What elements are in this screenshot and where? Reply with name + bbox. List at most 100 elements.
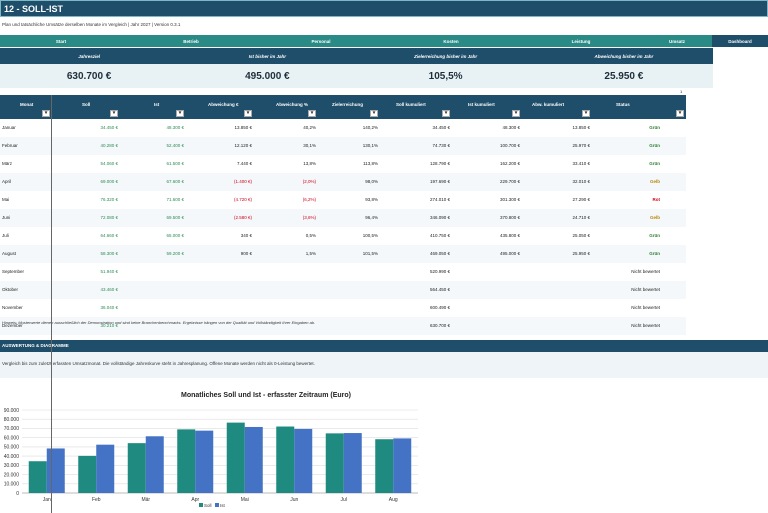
cell-ist-kumuliert[interactable]: 301.300 € xyxy=(499,197,520,202)
cell-monat[interactable]: Dezember xyxy=(2,323,23,328)
cell-soll-kumuliert[interactable]: 128.790 € xyxy=(429,161,450,166)
cell-soll-kumuliert[interactable]: 520.990 € xyxy=(429,269,450,274)
cell-abw-kumuliert[interactable]: 24.710 € xyxy=(572,215,590,220)
cell-soll[interactable]: 36.040 € xyxy=(100,305,118,310)
cell-abweichung-pct[interactable]: (3,6%) xyxy=(302,215,316,220)
cell-zielerreichung[interactable]: 140,2% xyxy=(362,125,378,130)
cell-abw-kumuliert[interactable]: 25.970 € xyxy=(572,143,590,148)
cell-status[interactable]: Rot xyxy=(652,197,661,202)
cell-ist-kumuliert[interactable]: 162.200 € xyxy=(499,161,520,166)
cell-abweichung-eur[interactable]: 340 € xyxy=(240,233,252,238)
cell-abweichung-eur[interactable]: (1.400 €) xyxy=(233,179,252,184)
cell-soll[interactable]: 69.000 € xyxy=(100,179,118,184)
cell-ist-kumuliert[interactable]: 229.700 € xyxy=(499,179,520,184)
cell-status[interactable]: Nicht bewertet xyxy=(631,287,660,292)
cell-monat[interactable]: Januar xyxy=(2,125,16,130)
filter-dropdown-icon[interactable]: ▾ xyxy=(244,110,252,117)
cell-ist-kumuliert[interactable]: 370.800 € xyxy=(499,215,520,220)
cell-monat[interactable]: Oktober xyxy=(2,287,19,292)
filter-dropdown-icon[interactable]: ▾ xyxy=(42,110,50,117)
cell-soll-kumuliert[interactable]: 197.690 € xyxy=(429,179,450,184)
cell-abweichung-eur[interactable]: 900 € xyxy=(240,251,252,256)
nav-personal[interactable]: Personal xyxy=(260,35,382,47)
filter-dropdown-icon[interactable]: ▾ xyxy=(308,110,316,117)
cell-abw-kumuliert[interactable]: 32.010 € xyxy=(572,179,590,184)
cell-status[interactable]: Nicht bewertet xyxy=(631,269,660,274)
cell-abw-kumuliert[interactable]: 13.850 € xyxy=(572,125,590,130)
cell-monat[interactable]: November xyxy=(2,305,23,310)
cell-zielerreichung[interactable]: 101,5% xyxy=(362,251,378,256)
cell-soll[interactable]: 64.660 € xyxy=(100,233,118,238)
cell-soll-kumuliert[interactable]: 410.750 € xyxy=(429,233,450,238)
cell-abweichung-pct[interactable]: 13,8% xyxy=(303,161,316,166)
cell-abweichung-eur[interactable]: (2.580 €) xyxy=(233,215,252,220)
cell-soll[interactable]: 58.300 € xyxy=(100,251,118,256)
cell-status[interactable]: Nicht bewertet xyxy=(631,305,660,310)
cell-soll-kumuliert[interactable]: 346.090 € xyxy=(429,215,450,220)
cell-soll-kumuliert[interactable]: 630.700 € xyxy=(429,323,450,328)
nav-kosten[interactable]: Kosten xyxy=(382,35,520,47)
cell-monat[interactable]: August xyxy=(2,251,17,256)
cell-ist[interactable]: 67.600 € xyxy=(166,179,184,184)
cell-ist[interactable]: 59.200 € xyxy=(166,251,184,256)
cell-zielerreichung[interactable]: 113,8% xyxy=(363,161,378,166)
cell-abw-kumuliert[interactable]: 33.410 € xyxy=(572,161,590,166)
cell-status[interactable]: Grün xyxy=(649,143,660,148)
cell-soll-kumuliert[interactable]: 74.730 € xyxy=(432,143,450,148)
cell-status[interactable]: Nicht bewertet xyxy=(631,323,660,328)
cell-status[interactable]: Grün xyxy=(649,251,660,256)
cell-abweichung-eur[interactable]: 13.850 € xyxy=(234,125,252,130)
cell-ist[interactable]: 52.400 € xyxy=(166,143,184,148)
cell-ist[interactable]: 71.600 € xyxy=(166,197,184,202)
filter-dropdown-icon[interactable]: ▾ xyxy=(512,110,520,117)
cell-ist-kumuliert[interactable]: 435.800 € xyxy=(499,233,520,238)
nav-umsatz[interactable]: Umsatz xyxy=(642,35,712,47)
cell-soll[interactable]: 51.940 € xyxy=(100,269,118,274)
cell-soll[interactable]: 72.080 € xyxy=(100,215,118,220)
cell-status[interactable]: Grün xyxy=(649,161,660,166)
cell-monat[interactable]: September xyxy=(2,269,25,274)
filter-dropdown-icon[interactable]: ▾ xyxy=(442,110,450,117)
cell-abweichung-eur[interactable]: 7.440 € xyxy=(236,161,252,166)
cell-ist[interactable]: 69.500 € xyxy=(166,215,184,220)
nav-betrieb[interactable]: Betrieb xyxy=(122,35,260,47)
cell-monat[interactable]: Juni xyxy=(2,215,11,220)
cell-status[interactable]: Gelb xyxy=(649,215,660,220)
cell-soll[interactable]: 54.060 € xyxy=(100,161,118,166)
filter-dropdown-icon[interactable]: ▾ xyxy=(582,110,590,117)
cell-ist-kumuliert[interactable]: 495.000 € xyxy=(499,251,520,256)
cell-soll-kumuliert[interactable]: 34.450 € xyxy=(432,125,450,130)
cell-ist-kumuliert[interactable]: 48.300 € xyxy=(502,125,520,130)
cell-soll[interactable]: 34.450 € xyxy=(100,125,118,130)
filter-dropdown-icon[interactable]: ▾ xyxy=(370,110,378,117)
cell-soll-kumuliert[interactable]: 564.450 € xyxy=(429,287,450,292)
cell-ist[interactable]: 48.300 € xyxy=(166,125,184,130)
cell-abweichung-pct[interactable]: 30,1% xyxy=(303,143,316,148)
cell-abweichung-pct[interactable]: (2,0%) xyxy=(302,179,316,184)
cell-soll-kumuliert[interactable]: 274.010 € xyxy=(429,197,450,202)
cell-abweichung-pct[interactable]: 0,5% xyxy=(305,233,316,238)
filter-dropdown-icon[interactable]: ▾ xyxy=(676,110,684,117)
cell-monat[interactable]: März xyxy=(2,161,12,166)
cell-zielerreichung[interactable]: 93,8% xyxy=(365,197,378,202)
cell-abweichung-pct[interactable]: (6,2%) xyxy=(302,197,316,202)
cell-ist[interactable]: 61.500 € xyxy=(166,161,184,166)
cell-monat[interactable]: Februar xyxy=(2,143,18,148)
nav-dashboard[interactable]: Dashboard xyxy=(712,35,768,47)
cell-zielerreichung[interactable]: 98,0% xyxy=(365,179,378,184)
cell-soll[interactable]: 43.460 € xyxy=(100,287,118,292)
cell-status[interactable]: Gelb xyxy=(649,179,660,184)
cell-zielerreichung[interactable]: 100,5% xyxy=(362,233,378,238)
cell-abweichung-pct[interactable]: 40,2% xyxy=(303,125,316,130)
cell-abw-kumuliert[interactable]: 25.950 € xyxy=(572,251,590,256)
cell-abweichung-eur[interactable]: 12.120 € xyxy=(234,143,252,148)
cell-zielerreichung[interactable]: 130,1% xyxy=(362,143,378,148)
cell-abweichung-pct[interactable]: 1,5% xyxy=(305,251,316,256)
cell-zielerreichung[interactable]: 96,4% xyxy=(365,215,378,220)
cell-monat[interactable]: April xyxy=(2,179,12,184)
cell-status[interactable]: Grün xyxy=(649,233,660,238)
cell-ist[interactable]: 65.000 € xyxy=(166,233,184,238)
nav-start[interactable]: Start xyxy=(0,35,122,47)
filter-dropdown-icon[interactable]: ▾ xyxy=(110,110,118,117)
cell-status[interactable]: Grün xyxy=(649,125,660,130)
